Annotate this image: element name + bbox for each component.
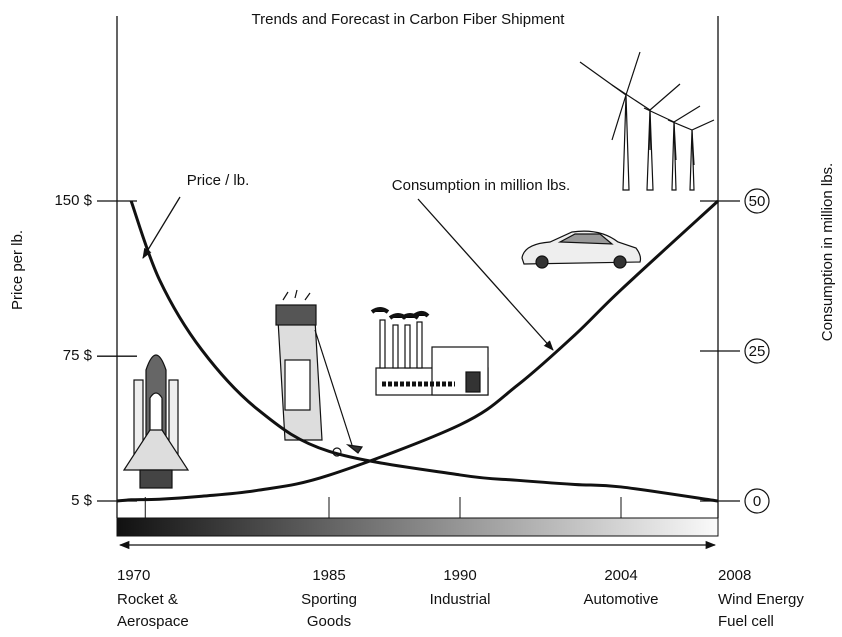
x-tick-label: 2008 [718, 567, 751, 584]
y-tick-label: 75 $ [63, 347, 93, 364]
x-tick-label: 1970 [117, 567, 150, 584]
y-axis-label: Price per lb. [9, 230, 26, 310]
sector-label: Automotive [583, 591, 658, 608]
sector-label: Sporting [301, 591, 357, 608]
x-tick-label: 1985 [312, 567, 345, 584]
annotation-arrow [418, 199, 553, 350]
sector-label: Wind Energy [718, 591, 804, 608]
wind-turbine-icon [580, 52, 714, 190]
shuttle-icon [124, 355, 188, 488]
y-tick-label: 5 $ [71, 492, 93, 509]
chart-title: Trends and Forecast in Carbon Fiber Ship… [252, 11, 566, 28]
y2-axis-label: Consumption in million lbs. [819, 163, 836, 341]
x-tick-label: 1990 [443, 567, 476, 584]
time-bar [117, 518, 718, 536]
sector-label: Fuel cell [718, 613, 774, 630]
y2-tick-label: 25 [749, 343, 766, 360]
chart: Trends and Forecast in Carbon Fiber Ship… [0, 0, 842, 637]
y-tick-label: 150 $ [54, 192, 92, 209]
sector-label: Industrial [430, 591, 491, 608]
series-annotation: Price / lb. [187, 172, 250, 189]
y2-tick-label: 50 [749, 193, 766, 210]
y2-tick-label: 0 [753, 493, 761, 510]
sector-label: Aerospace [117, 613, 189, 630]
series-annotation: Consumption in million lbs. [392, 177, 570, 194]
sector-label: Rocket & [117, 591, 178, 608]
sector-label: Goods [307, 613, 351, 630]
factory-icon [372, 309, 488, 395]
x-tick-label: 2004 [604, 567, 637, 584]
car-icon [522, 231, 641, 268]
